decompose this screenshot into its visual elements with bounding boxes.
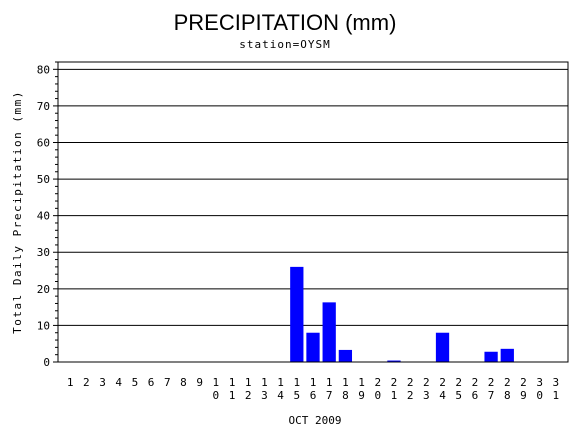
chart-title: PRECIPITATION (mm) — [174, 10, 397, 35]
y-tick-label: 70 — [37, 100, 50, 113]
y-tick-label: 30 — [37, 246, 50, 259]
x-tick-label: 2 — [83, 376, 90, 389]
x-tick-label: 4 — [115, 376, 122, 389]
x-tick-label: 5 — [132, 376, 139, 389]
bar — [387, 360, 401, 362]
bar — [500, 348, 514, 362]
chart-subtitle: station=OYSM — [239, 38, 330, 51]
x-tick-label: 7 — [164, 376, 171, 389]
y-tick-label: 0 — [43, 356, 50, 369]
bar — [306, 332, 320, 362]
bar — [322, 302, 336, 362]
bar — [290, 266, 304, 362]
y-tick-label: 20 — [37, 283, 50, 296]
bar — [338, 349, 353, 362]
y-axis: 0 10 20 30 40 50 60 70 80 — [37, 61, 58, 369]
x-axis-label: OCT 2009 — [289, 414, 342, 427]
x-tick-label: 3 — [99, 376, 106, 389]
y-tick-label: 40 — [37, 210, 50, 223]
x-tick-label: 9 — [196, 376, 203, 389]
y-tick-label: 10 — [37, 319, 50, 332]
y-tick-label: 60 — [37, 136, 50, 149]
bars — [290, 266, 514, 362]
y-axis-label: Total Daily Precipitation (mm) — [11, 90, 24, 334]
x-tick-label: 1 — [67, 376, 74, 389]
y-tick-label: 50 — [37, 173, 50, 186]
y-tick-label: 80 — [37, 63, 50, 76]
gridlines — [58, 68, 568, 326]
x-tick-label: 8 — [180, 376, 187, 389]
plot-frame — [57, 61, 569, 363]
x-tick-label: 6 — [148, 376, 155, 389]
x-axis: 1 2 3 4 5 6 7 8 9 1 01 11 21 31 41 51 61 71 81 92 02 12 22 32 42… — [67, 376, 559, 402]
bar — [484, 351, 498, 362]
bar — [435, 332, 450, 362]
